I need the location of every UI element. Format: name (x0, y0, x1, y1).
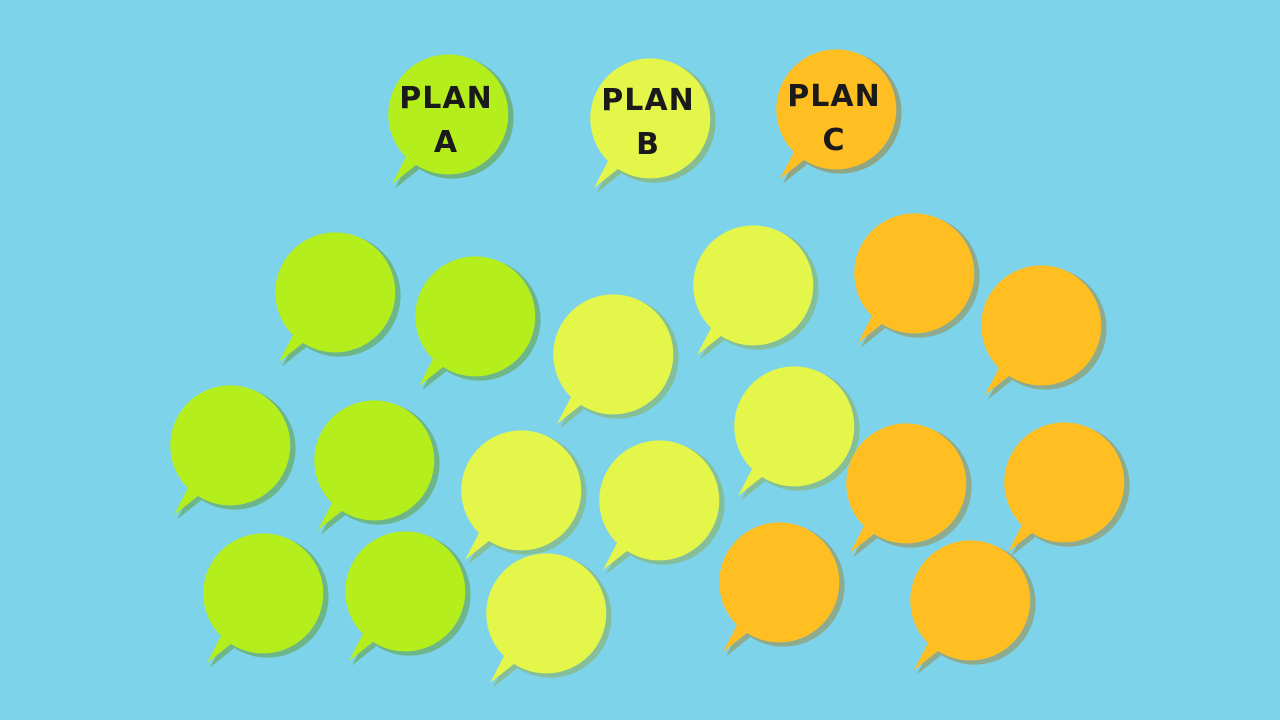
plan-b-label-line1: PLAN (601, 83, 694, 118)
plan-c-label-line1: PLAN (787, 79, 880, 114)
plan-a-label-line1: PLAN (399, 81, 492, 116)
plan-c-label-line2: C (822, 123, 845, 158)
plan-a-label-line2: A (434, 125, 458, 160)
plan-a-note: PLAN A (388, 54, 514, 189)
plan-b-note: PLAN B (590, 58, 716, 193)
plan-b-label-line2: B (636, 127, 660, 162)
plan-c-note: PLAN C (776, 49, 902, 184)
